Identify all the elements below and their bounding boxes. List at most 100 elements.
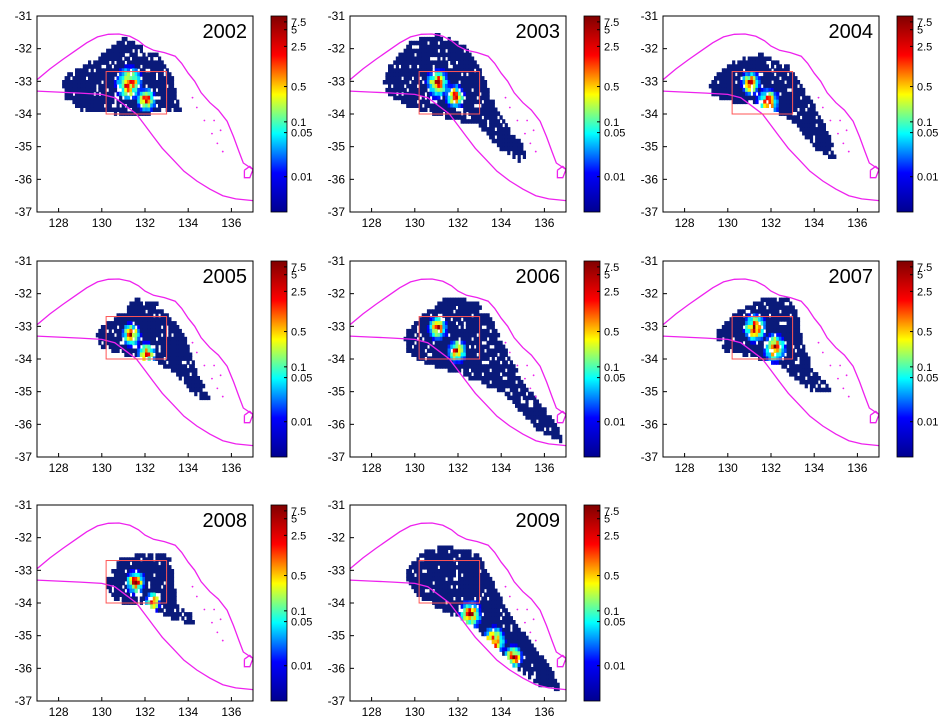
trace-cell	[789, 301, 793, 306]
trace-cell	[817, 376, 821, 381]
trace-cell	[468, 72, 472, 77]
trace-cell	[445, 549, 449, 554]
trace-cell	[442, 360, 446, 365]
trace-cell	[445, 297, 449, 303]
y-tick-label: -36	[328, 172, 346, 186]
trace-cell	[551, 434, 555, 440]
trace-cell	[160, 91, 164, 97]
y-tick-label: -32	[15, 531, 33, 545]
trace-cell	[113, 72, 118, 77]
trace-cell	[781, 76, 785, 81]
trace-cell	[424, 321, 428, 326]
trace-cell	[413, 83, 418, 89]
trace-cell	[719, 328, 723, 334]
trace-cell	[742, 332, 746, 338]
trace-cell	[145, 107, 149, 112]
trace-cell	[421, 572, 425, 578]
trace-cell	[155, 52, 159, 58]
trace-cell	[489, 383, 493, 389]
trace-cell	[496, 340, 501, 346]
y-tick-label: -33	[15, 563, 33, 577]
colorbar-tick-label: 0.1	[917, 117, 932, 129]
trace-cell	[739, 321, 744, 326]
trace-cell	[445, 608, 449, 613]
trace-cell	[413, 80, 418, 85]
colorbar-tick-label: 0.5	[604, 571, 619, 583]
trace-cell	[434, 592, 438, 597]
trace-cell	[129, 76, 133, 81]
trace-cell	[452, 332, 456, 338]
trace-cell	[476, 76, 480, 81]
trace-cell	[100, 87, 105, 93]
trace-cell	[535, 678, 539, 684]
trace-cell	[473, 332, 477, 338]
trace-cell	[755, 99, 759, 105]
trace-cell	[752, 56, 757, 61]
trace-cell	[724, 68, 728, 73]
trace-cell	[67, 72, 71, 77]
trace-cell	[108, 48, 112, 54]
trace-cell	[108, 91, 112, 97]
trace-cell	[445, 584, 449, 590]
trace-cell	[496, 134, 501, 140]
trace-cell	[504, 631, 508, 637]
trace-cell	[491, 99, 495, 105]
trace-cell	[165, 103, 169, 108]
trace-cell	[426, 91, 431, 97]
trace-cell	[147, 553, 151, 558]
trace-cell	[745, 317, 749, 322]
trace-cell	[183, 356, 188, 361]
trace-cell	[822, 387, 826, 393]
trace-cell	[437, 107, 441, 112]
trace-cell	[815, 127, 819, 132]
trace-cell	[199, 383, 203, 389]
year-label: 2002	[203, 21, 248, 43]
trace-cell	[129, 48, 133, 54]
trace-cell	[432, 569, 436, 574]
trace-cell	[758, 91, 762, 97]
trace-cell	[189, 368, 193, 373]
trace-cell	[437, 52, 441, 58]
coast-dot	[532, 129, 535, 132]
trace-cell	[535, 423, 539, 428]
trace-cell	[113, 64, 118, 69]
trace-cell	[778, 103, 782, 108]
y-tick-label: -31	[15, 498, 33, 512]
trace-cell	[445, 83, 449, 89]
trace-cell	[160, 561, 164, 566]
trace-cell	[139, 301, 143, 306]
trace-cell	[132, 576, 136, 582]
trace-cell	[173, 328, 177, 334]
trace-cell	[173, 103, 177, 108]
trace-cell	[178, 348, 182, 353]
trace-cell	[825, 150, 829, 156]
trace-cell	[165, 572, 169, 578]
trace-cell	[791, 313, 795, 318]
trace-cell	[491, 600, 495, 605]
trace-cell	[452, 572, 456, 578]
trace-cell	[388, 72, 392, 77]
trace-cell	[750, 60, 754, 65]
trace-cell	[426, 348, 431, 353]
trace-cell	[507, 623, 511, 629]
trace-cell	[468, 301, 472, 306]
trace-cell	[108, 576, 112, 582]
coast-dot	[526, 608, 529, 611]
trace-cell	[413, 569, 418, 574]
trace-cell	[445, 340, 449, 346]
trace-cell	[473, 572, 477, 578]
trace-cell	[494, 376, 498, 381]
trace-cell	[726, 95, 731, 101]
trace-cell	[452, 103, 456, 108]
trace-cell	[419, 325, 423, 330]
trace-cell	[515, 387, 519, 393]
trace-cell	[765, 56, 769, 61]
trace-cell	[486, 131, 490, 136]
trace-cell	[139, 584, 143, 590]
trace-cell	[442, 87, 446, 93]
trace-cell	[445, 305, 449, 310]
trace-cell	[408, 569, 412, 574]
trace-cell	[468, 332, 472, 338]
trace-cell	[165, 612, 169, 617]
trace-cell	[147, 572, 151, 578]
